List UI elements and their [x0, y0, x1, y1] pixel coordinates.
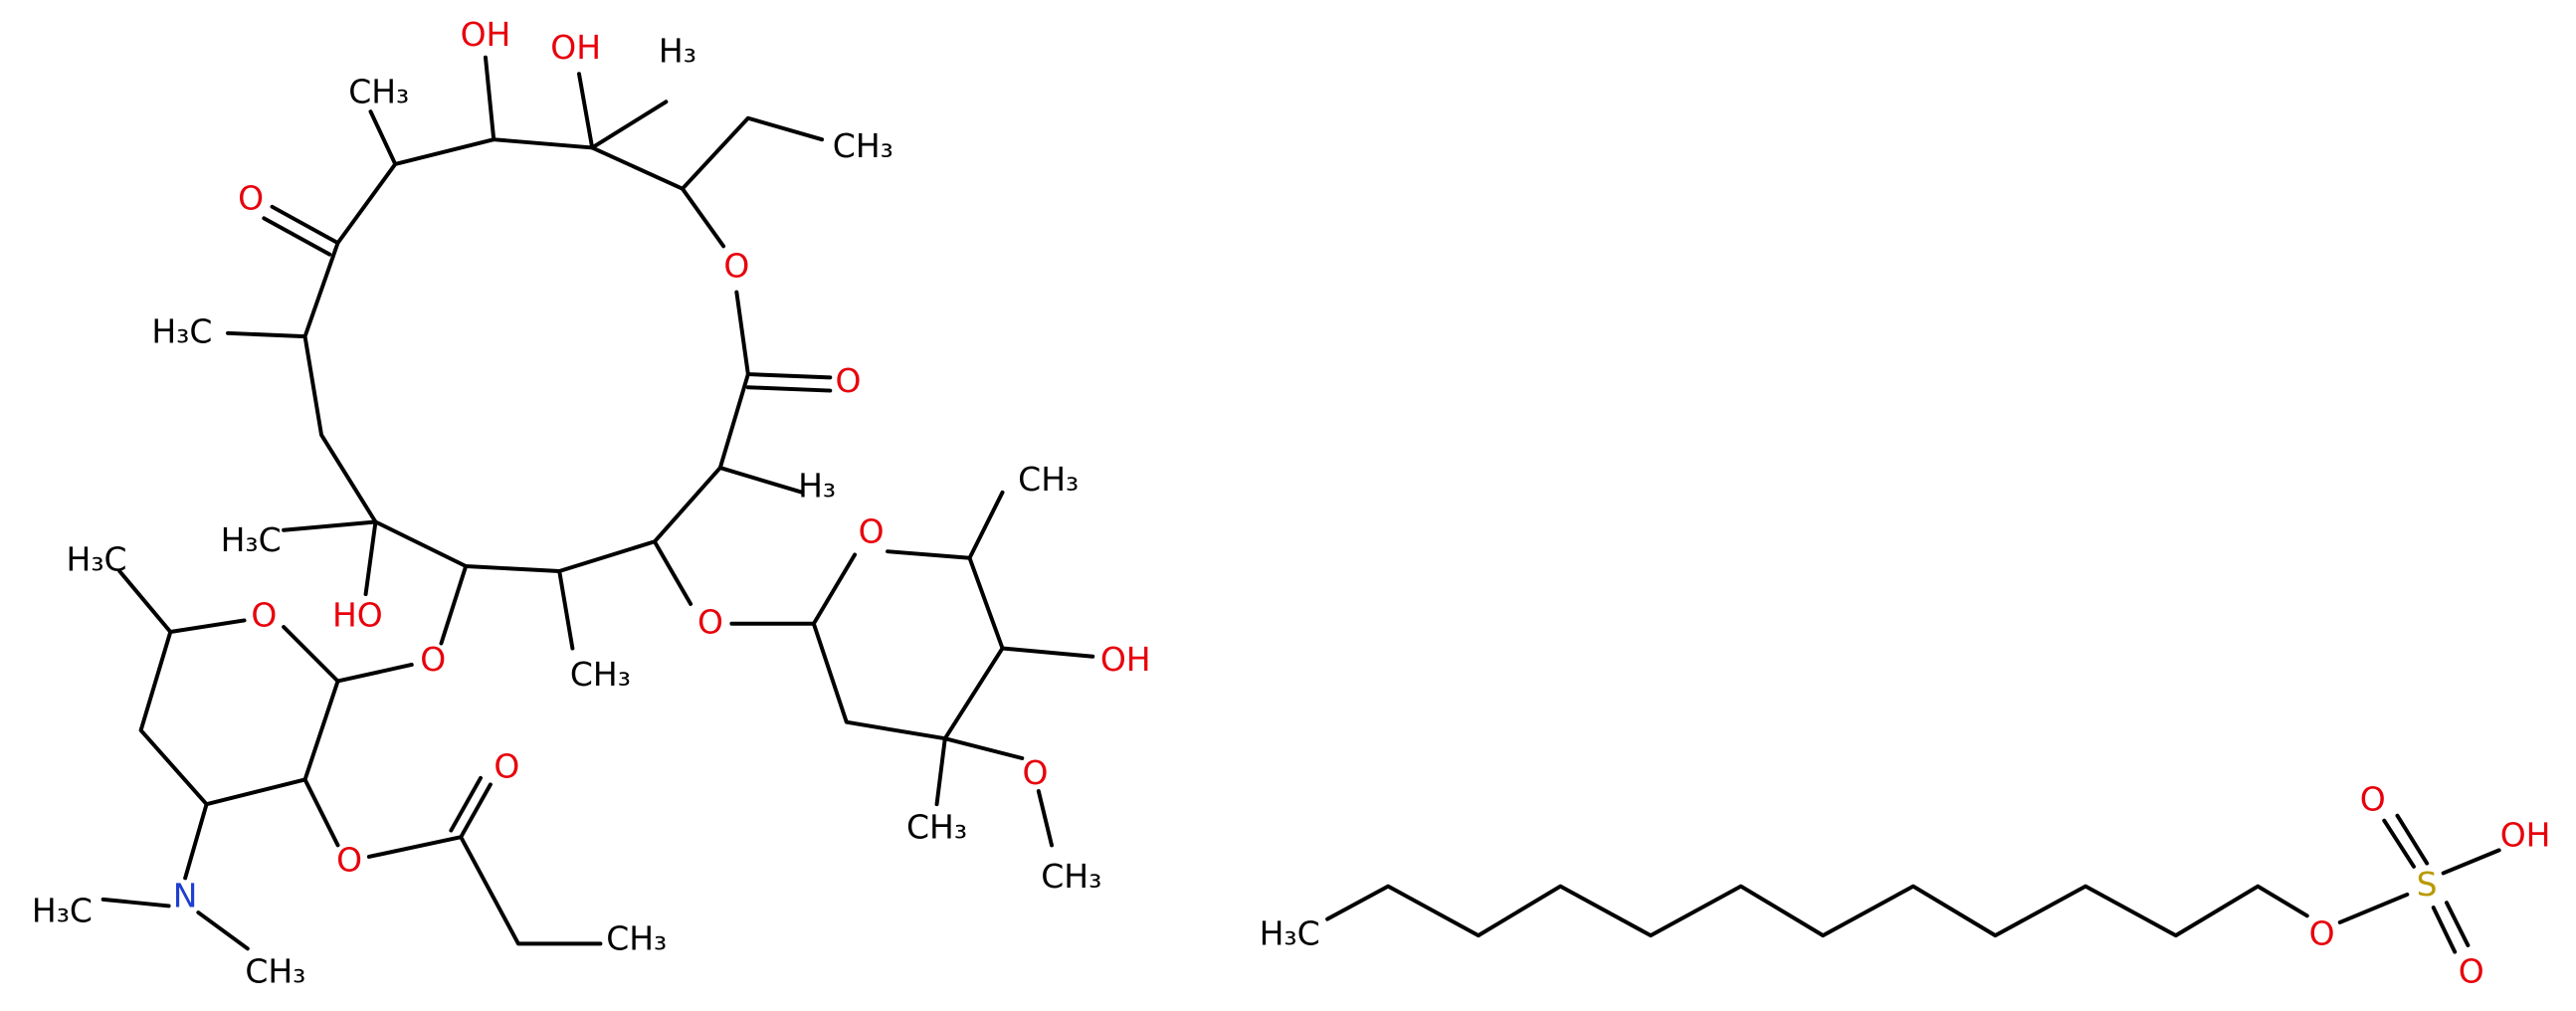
atom-label: O [835, 361, 861, 400]
atom-label: CH₃ [245, 952, 305, 991]
atom-label: N [173, 877, 198, 915]
atom-label: CH₃ [1041, 857, 1101, 896]
atom-label: H₃C [67, 540, 127, 579]
atom-labels: CH₃ OH OH H₃ CH₃ O O O H₃C H₃ CH₃ O H₃C … [32, 15, 2551, 991]
atom-label: O [2459, 952, 2484, 991]
atom-label: OH [1100, 640, 1151, 679]
atom-label: O [238, 179, 264, 218]
atom-label: OH [2500, 816, 2551, 855]
atom-label: CH₃ [906, 807, 967, 846]
atom-label: O [1023, 753, 1049, 792]
atom-label: O [2309, 914, 2335, 953]
atom-label: HO [332, 596, 383, 635]
atom-label: O [494, 746, 519, 785]
atom-label: O [697, 602, 723, 641]
atom-label: CH₃ [570, 655, 631, 694]
atom-label: OH [550, 28, 601, 67]
atom-label: CH₃ [1018, 460, 1079, 499]
atom-label: CH₃ [348, 73, 409, 111]
atom-label: H₃C [221, 520, 282, 559]
atom-label: O [723, 246, 749, 285]
atom-label: H₃ [798, 466, 836, 505]
atom-label: S [2417, 865, 2438, 904]
atom-label: O [859, 512, 885, 551]
atom-label: O [2360, 779, 2386, 818]
atom-label: O [336, 840, 362, 879]
atom-label: OH [461, 15, 511, 54]
atom-label: H₃ [659, 31, 696, 70]
bonds [100, 55, 2501, 954]
atom-label: H₃C [32, 892, 93, 930]
atom-label: H₃C [151, 311, 212, 350]
atom-label: O [251, 596, 277, 635]
atom-label: CH₃ [606, 919, 667, 958]
atom-label: O [420, 640, 446, 679]
atom-label: H₃C [1260, 914, 1320, 953]
atom-label: CH₃ [833, 126, 893, 165]
